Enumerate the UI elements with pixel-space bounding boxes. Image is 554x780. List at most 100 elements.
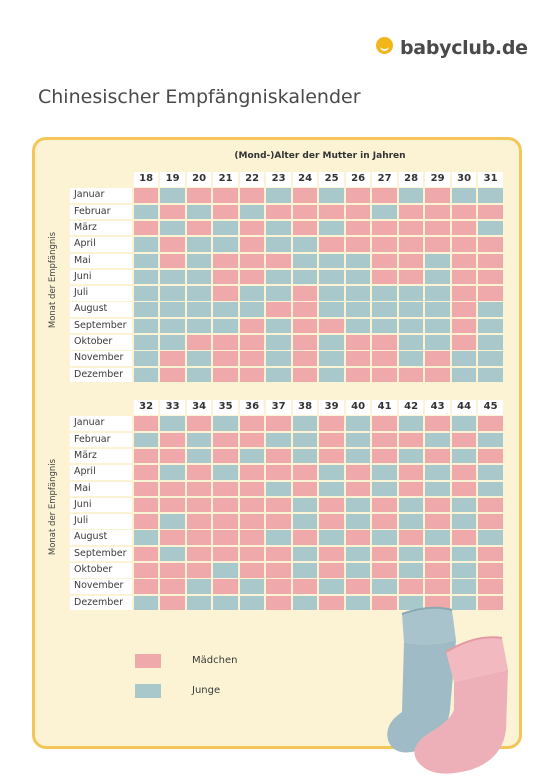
- calendar-cell: [133, 367, 159, 383]
- calendar-cell: [239, 269, 265, 285]
- age-header-42: 42: [398, 400, 424, 415]
- calendar-cell: [133, 546, 159, 562]
- calendar-cell: [133, 204, 159, 220]
- calendar-cell: [372, 595, 397, 611]
- calendar-cell: [239, 579, 265, 594]
- calendar-cell: [133, 481, 159, 497]
- calendar-cell: [478, 497, 503, 513]
- calendar-cell: [186, 351, 212, 366]
- calendar-cell: [292, 530, 318, 545]
- age-header-20: 20: [186, 172, 212, 187]
- age-axis-header: (Mond-)Alter der Mutter in Jahren: [234, 151, 406, 161]
- calendar-cell: [398, 595, 424, 611]
- calendar-cell: [398, 318, 424, 334]
- calendar-cell: [319, 514, 344, 529]
- calendar-cell: [186, 335, 212, 350]
- calendar-cell: [398, 237, 424, 252]
- calendar-cell: [478, 286, 503, 301]
- age-header-21: 21: [213, 172, 238, 187]
- calendar-cell: [478, 530, 503, 545]
- calendar-cell: [319, 237, 344, 252]
- calendar-cell: [239, 514, 265, 529]
- calendar-cell: [266, 497, 291, 513]
- month-axis-label-2: Monat der Empfängnis: [48, 458, 58, 556]
- calendar-cell: [213, 546, 238, 562]
- calendar-cell: [133, 514, 159, 529]
- legend-swatch-junge: [135, 684, 161, 698]
- calendar-cell: [319, 367, 344, 383]
- brand-logo[interactable]: babyclub.de: [376, 34, 528, 62]
- calendar-cell: [213, 204, 238, 220]
- calendar-cell: [319, 563, 344, 578]
- calendar-cell: [478, 237, 503, 252]
- calendar-cell: [292, 579, 318, 594]
- calendar-cell: [292, 595, 318, 611]
- calendar-cell: [133, 595, 159, 611]
- calendar-cell: [239, 351, 265, 366]
- calendar-cell: [266, 530, 291, 545]
- calendar-cell: [451, 335, 477, 350]
- calendar-cell: [239, 302, 265, 317]
- calendar-cell: [425, 579, 450, 594]
- calendar-cell: [372, 448, 397, 464]
- calendar-cell: [266, 220, 291, 236]
- month-axis-label: Monat der Empfängnis: [48, 231, 58, 329]
- calendar-cell: [213, 579, 238, 594]
- calendar-cell: [186, 269, 212, 285]
- calendar-cell: [186, 514, 212, 529]
- calendar-cell: [478, 579, 503, 594]
- calendar-cell: [160, 448, 185, 464]
- calendar-cell: [133, 351, 159, 366]
- calendar-cell: [425, 367, 450, 383]
- calendar-cell: [319, 579, 344, 594]
- calendar-cell: [372, 497, 397, 513]
- calendar-cell: [292, 351, 318, 366]
- brand-name: babyclub.de: [400, 37, 528, 59]
- calendar-cell: [425, 237, 450, 252]
- calendar-cell: [425, 514, 450, 529]
- calendar-cell: [345, 481, 371, 497]
- calendar-cell: [398, 481, 424, 497]
- calendar-cell: [266, 237, 291, 252]
- month-label-oktober: Oktober: [70, 563, 132, 578]
- calendar-cell: [292, 497, 318, 513]
- calendar-cell: [160, 595, 185, 611]
- calendar-cell: [160, 563, 185, 578]
- calendar-cell: [213, 432, 238, 448]
- calendar-cell: [345, 465, 371, 480]
- calendar-cell: [451, 595, 477, 611]
- calendar-cell: [292, 335, 318, 350]
- calendar-cell: [372, 514, 397, 529]
- month-label-november: November: [70, 579, 132, 594]
- calendar-cell: [186, 286, 212, 301]
- calendar-cell: [133, 286, 159, 301]
- calendar-cell: [425, 351, 450, 366]
- calendar-cell: [133, 497, 159, 513]
- calendar-cell: [266, 302, 291, 317]
- calendar-cell: [239, 595, 265, 611]
- calendar-cell: [160, 269, 185, 285]
- calendar-cell: [372, 432, 397, 448]
- calendar-cell: [319, 497, 344, 513]
- age-header-29: 29: [425, 172, 450, 187]
- calendar-cell: [345, 204, 371, 220]
- calendar-cell: [186, 497, 212, 513]
- calendar-cell: [319, 481, 344, 497]
- calendar-cell: [398, 432, 424, 448]
- month-label-mai: Mai: [70, 481, 132, 497]
- blue-sock-icon: [387, 606, 456, 753]
- calendar-cell: [398, 563, 424, 578]
- month-label-februar: Februar: [70, 432, 132, 448]
- calendar-cell: [451, 432, 477, 448]
- calendar-cell: [345, 416, 371, 431]
- calendar-cell: [213, 318, 238, 334]
- calendar-cell: [451, 530, 477, 545]
- calendar-cell: [213, 416, 238, 431]
- calendar-cell: [345, 546, 371, 562]
- calendar-cell: [292, 302, 318, 317]
- calendar-cell: [266, 286, 291, 301]
- calendar-cell: [292, 367, 318, 383]
- calendar-cell: [319, 204, 344, 220]
- calendar-cell: [160, 302, 185, 317]
- calendar-cell: [160, 188, 185, 203]
